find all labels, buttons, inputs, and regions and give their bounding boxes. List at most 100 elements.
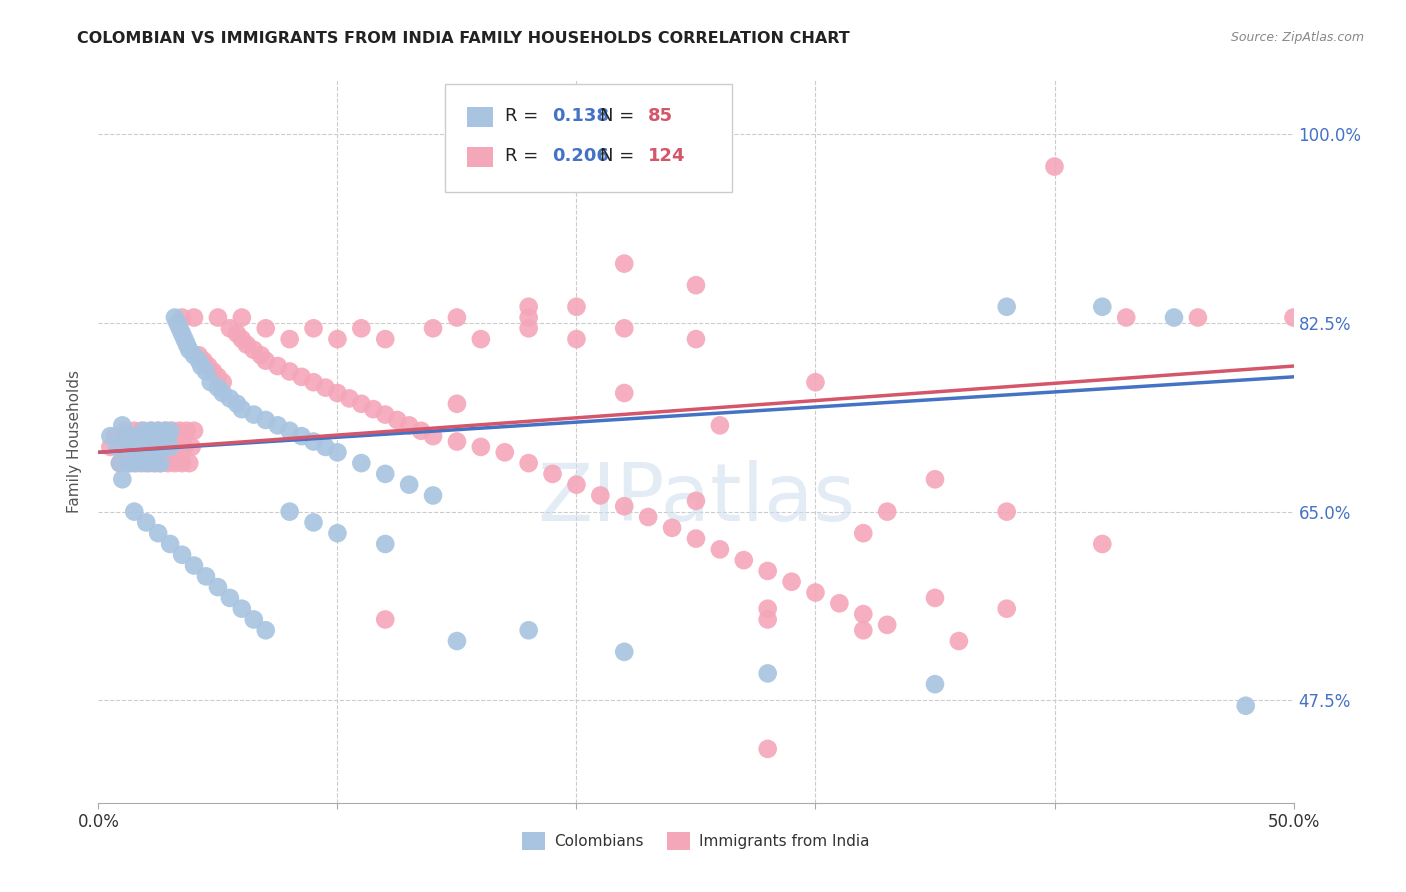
Point (326, 332, 349, 346)
Point (422, 321, 444, 335)
Point (111, 418, 134, 433)
Point (156, 429, 179, 443)
Point (613, 645, 636, 659)
Point (422, 488, 444, 502)
Point (148, 424, 170, 438)
Text: 0.206: 0.206 (553, 147, 609, 165)
Point (172, 326, 194, 341)
Point (685, 278, 707, 293)
Point (291, 369, 314, 384)
Text: R =: R = (505, 147, 544, 165)
Point (159, 537, 181, 551)
Point (254, 413, 277, 427)
Point (924, 591, 946, 605)
Point (470, 440, 492, 454)
Point (159, 440, 181, 454)
Point (804, 585, 827, 599)
Point (685, 332, 707, 346)
Point (156, 456, 179, 470)
Point (374, 332, 396, 346)
Point (197, 359, 219, 373)
Point (278, 505, 301, 519)
Point (124, 505, 146, 519)
Point (169, 424, 191, 438)
Point (202, 364, 225, 378)
Point (924, 472, 946, 486)
Y-axis label: Family Households: Family Households (67, 370, 83, 513)
Point (756, 564, 779, 578)
Point (172, 548, 194, 562)
Point (398, 418, 420, 433)
Point (226, 397, 249, 411)
Point (326, 386, 349, 401)
Point (128, 440, 150, 454)
Point (876, 618, 898, 632)
Point (118, 456, 141, 470)
Point (124, 429, 146, 443)
Point (183, 424, 205, 438)
Point (121, 440, 143, 454)
Point (219, 591, 242, 605)
Point (115, 429, 138, 443)
Point (948, 634, 970, 648)
Text: ZIPatlas: ZIPatlas (537, 460, 855, 539)
Point (179, 456, 201, 470)
Point (494, 445, 516, 459)
Point (145, 429, 167, 443)
Point (1282, 310, 1305, 325)
Point (166, 316, 188, 330)
Point (155, 424, 177, 438)
Point (339, 392, 361, 406)
Point (207, 381, 229, 395)
Point (173, 332, 195, 346)
Point (163, 456, 186, 470)
FancyBboxPatch shape (467, 147, 494, 167)
Point (278, 332, 301, 346)
Point (685, 493, 707, 508)
Point (374, 467, 396, 481)
Point (176, 337, 198, 351)
Point (142, 440, 165, 454)
Point (613, 500, 636, 514)
Point (211, 386, 233, 401)
Point (231, 332, 253, 346)
Point (756, 601, 779, 615)
Point (124, 424, 146, 438)
Point (254, 353, 277, 368)
Point (149, 456, 172, 470)
Point (326, 445, 349, 459)
Point (613, 386, 636, 401)
Point (924, 677, 946, 691)
Point (852, 607, 875, 621)
Point (709, 418, 731, 433)
Text: N =: N = (600, 107, 640, 126)
Point (446, 634, 468, 648)
Text: R =: R = (505, 107, 544, 126)
Point (350, 321, 373, 335)
Point (226, 326, 249, 341)
Point (254, 624, 277, 638)
Point (828, 596, 851, 610)
Point (207, 310, 229, 325)
Point (302, 376, 325, 390)
Point (219, 392, 242, 406)
Point (107, 440, 129, 454)
Point (155, 424, 177, 438)
Point (231, 601, 253, 615)
Point (139, 440, 162, 454)
Point (132, 424, 155, 438)
Point (169, 321, 191, 335)
Point (98, 440, 122, 454)
Point (254, 321, 277, 335)
Point (1115, 310, 1137, 325)
Point (108, 456, 131, 470)
Point (211, 376, 233, 390)
Point (125, 456, 148, 470)
Point (709, 542, 731, 557)
Point (131, 424, 153, 438)
Point (613, 321, 636, 335)
Point (517, 456, 540, 470)
Point (302, 434, 325, 449)
Point (661, 521, 683, 535)
Point (613, 257, 636, 271)
